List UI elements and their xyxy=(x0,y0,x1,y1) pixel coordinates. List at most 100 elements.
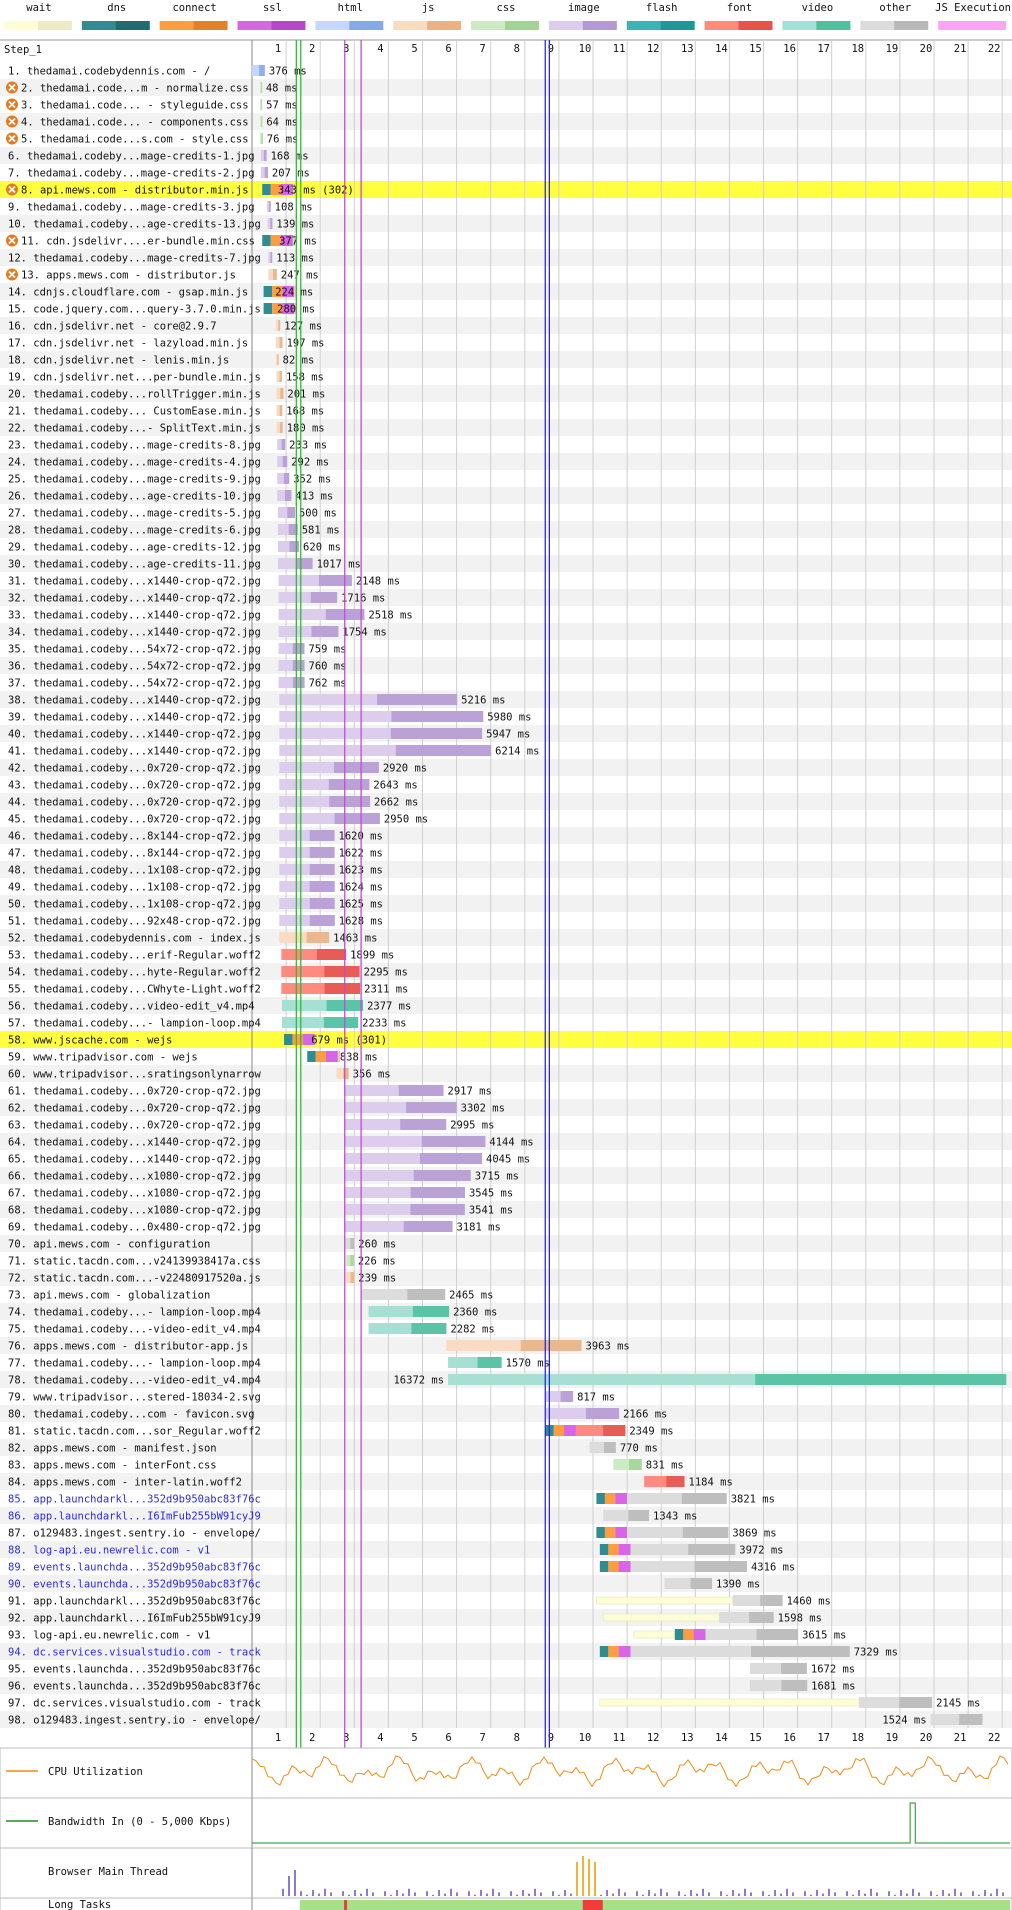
table-row xyxy=(0,504,1012,521)
request-url: 47. thedamai.codeby...8x144-crop-q72.jpg xyxy=(8,848,261,860)
warning-icon xyxy=(6,234,18,247)
table-row xyxy=(0,776,1012,793)
request-url: 21. thedamai.codeby... CustomEase.min.js xyxy=(8,406,261,418)
warning-icon xyxy=(6,132,18,145)
bar-other-download xyxy=(959,1714,983,1725)
request-duration: 2920 ms xyxy=(383,763,427,775)
bar-image xyxy=(279,830,335,841)
bar-js-download xyxy=(278,320,281,331)
request-url: 41. thedamai.codeby...x1440-crop-q72.jpg xyxy=(8,746,261,758)
warning-icon xyxy=(6,98,18,111)
bar-other-download xyxy=(681,1493,727,1504)
axis-tick-bottom: 17 xyxy=(817,1732,830,1744)
main-thread-bar xyxy=(870,1888,872,1896)
bar-js-download xyxy=(273,269,277,280)
warning-icon-cross xyxy=(8,134,16,143)
request-url: 49. thedamai.codeby...1x108-crop-q72.jpg xyxy=(8,882,261,894)
request-duration: 2233 ms xyxy=(362,1018,406,1030)
bar-js-download xyxy=(315,1034,317,1045)
axis-tick-bottom: 22 xyxy=(988,1732,1001,1744)
bar-image-download xyxy=(334,762,379,773)
main-thread-bar xyxy=(474,1894,476,1896)
bar-image xyxy=(344,1085,444,1096)
main-thread-bar xyxy=(912,1888,914,1896)
bar-image-download xyxy=(264,150,267,161)
bar-connect xyxy=(272,286,283,297)
bar-font xyxy=(281,949,347,960)
axis-tick-bottom: 3 xyxy=(343,1732,349,1744)
main-thread-bar xyxy=(438,1890,440,1896)
request-url: 46. thedamai.codeby...8x144-crop-q72.jpg xyxy=(8,831,261,843)
graph-panel xyxy=(0,1847,1012,1899)
main-thread-bar xyxy=(804,1891,806,1896)
main-thread-bar xyxy=(456,1892,458,1896)
bar-image xyxy=(344,1221,453,1232)
bar-image xyxy=(344,1204,465,1215)
main-thread-bar xyxy=(330,1892,332,1896)
request-url: 56. thedamai.codeby...video-edit_v4.mp4 xyxy=(8,1001,255,1013)
request-duration: 3615 ms xyxy=(802,1630,846,1642)
table-row xyxy=(0,1320,1012,1337)
request-url: 97. dc.services.visualstudio.com - track xyxy=(8,1698,262,1710)
table-row xyxy=(0,1558,1012,1575)
request-url: 79. www.tripadvisor...stered-18034-2.svg xyxy=(8,1392,261,1404)
main-thread-bar xyxy=(312,1890,314,1896)
request-url: 27. thedamai.codeby...mage-credits-5.jpg xyxy=(8,508,261,520)
bar-other xyxy=(627,1493,727,1504)
bar-image xyxy=(344,1102,457,1113)
bar-image-download xyxy=(270,252,273,263)
table-row xyxy=(0,1116,1012,1133)
main-thread-bar xyxy=(936,1894,938,1896)
request-duration: 759 ms xyxy=(308,644,346,656)
bar-image xyxy=(268,252,273,263)
bar-image-download xyxy=(405,1102,457,1113)
bar-other xyxy=(732,1595,783,1606)
request-duration: 207 ms xyxy=(272,168,310,180)
request-duration: 1343 ms xyxy=(653,1511,697,1523)
request-url: 74. thedamai.codeby...- lampion-loop.mp4 xyxy=(8,1307,261,1319)
axis-tick-top: 9 xyxy=(548,43,554,55)
bar-image xyxy=(277,507,295,518)
legend-label: wait xyxy=(26,2,51,14)
request-url: 37. thedamai.codeby...54x72-crop-q72.jpg xyxy=(8,678,261,690)
table-row xyxy=(0,572,1012,589)
main-thread-bar xyxy=(540,1892,542,1896)
request-duration: 413 ms xyxy=(295,491,333,503)
request-url: 75. thedamai.codeby...-video-edit_v4.mp4 xyxy=(8,1324,261,1336)
main-thread-bar xyxy=(768,1894,770,1896)
request-url: 92. app.launchdarkl...I6ImFub255bW91cyJ9 xyxy=(8,1613,261,1625)
request-url: 83. apps.mews.com - interFont.css xyxy=(8,1460,217,1472)
bar-other-download xyxy=(407,1289,446,1300)
bar-other xyxy=(627,1527,729,1538)
main-thread-bar xyxy=(774,1890,776,1896)
bar-other xyxy=(749,1663,807,1674)
bar-other xyxy=(603,1510,650,1521)
main-thread-bar xyxy=(846,1891,848,1896)
request-url: 86. app.launchdarkl...I6ImFub255bW91cyJ9 xyxy=(8,1511,261,1523)
request-duration: 2349 ms xyxy=(629,1426,673,1438)
bar-image xyxy=(279,881,335,892)
request-url: 72. static.tacdn.com...-v22480917520a.js xyxy=(8,1273,261,1285)
bar-ssl xyxy=(280,235,293,246)
table-row xyxy=(0,1575,1012,1592)
bandwidth-trace xyxy=(252,1802,1010,1844)
request-duration: 7329 ms xyxy=(854,1647,898,1659)
main-thread-bar xyxy=(564,1890,566,1896)
bar-dns xyxy=(263,303,273,314)
main-thread-bar xyxy=(666,1892,668,1896)
table-row xyxy=(0,266,1012,283)
main-thread-bar xyxy=(498,1892,500,1896)
table-row xyxy=(0,810,1012,827)
bar-image xyxy=(279,864,335,875)
long-task xyxy=(582,1900,603,1910)
main-thread-bar xyxy=(528,1893,530,1896)
request-url: 39. thedamai.codeby...x1440-crop-q72.jpg xyxy=(8,712,261,724)
request-duration: 2995 ms xyxy=(450,1120,494,1132)
bar-css-download xyxy=(629,1459,642,1470)
table-row xyxy=(0,861,1012,878)
main-thread-bar xyxy=(300,1891,302,1896)
bar-js xyxy=(276,388,284,399)
bar-image xyxy=(279,915,335,926)
main-thread-bar xyxy=(576,1862,578,1896)
table-row xyxy=(0,1490,1012,1507)
